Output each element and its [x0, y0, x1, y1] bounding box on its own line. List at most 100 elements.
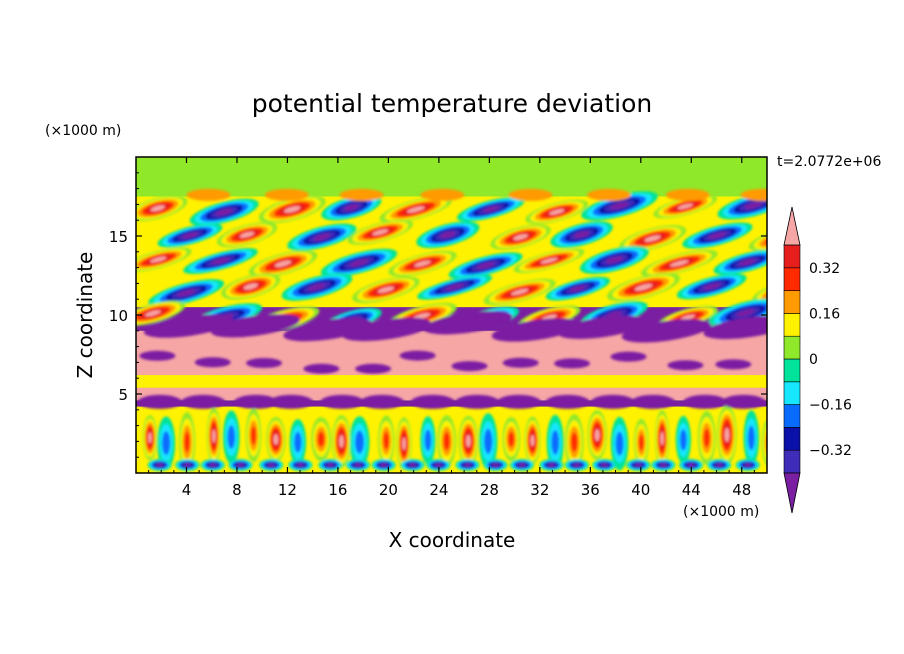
contour-blob: [570, 285, 586, 292]
colorbar-segment: [783, 267, 801, 291]
contour-blob: [184, 431, 190, 453]
contour-blob: [145, 310, 161, 317]
contour-blob: [736, 309, 755, 317]
y-tick-label: 5: [118, 386, 128, 404]
contour-blob: [669, 260, 689, 267]
contour-blob: [465, 434, 471, 448]
contour-blob: [677, 203, 694, 210]
y-tick-label: 15: [109, 228, 128, 246]
contour-blob: [211, 257, 230, 265]
contour-blob: [554, 358, 591, 369]
contour-blob: [715, 359, 752, 370]
colorbar-segment: [783, 427, 801, 451]
contour-blob: [186, 188, 231, 201]
contour-blob: [740, 188, 767, 201]
x-tick-label: 16: [328, 481, 347, 499]
contour-blob: [635, 463, 642, 467]
contour-blob: [355, 430, 364, 454]
contour-blob: [184, 463, 191, 467]
colorbar-extend-bottom: [783, 472, 801, 514]
contour-blob: [410, 394, 455, 409]
contour-blobs: [136, 169, 767, 472]
contour-blob: [638, 434, 644, 451]
colorbar-label: 0.16: [809, 306, 840, 322]
y-unit-label: (×1000 m): [45, 123, 121, 139]
contour-blob: [237, 463, 244, 467]
contour-blob: [667, 360, 704, 371]
contour-blob: [284, 206, 301, 213]
y-axis-label: Z coordinate: [73, 252, 97, 379]
contour-blob: [409, 463, 416, 467]
contour-blob: [510, 288, 529, 296]
contour-blob: [451, 361, 488, 372]
colorbar-segment: [783, 449, 801, 474]
colorbar-label: −0.16: [809, 398, 852, 414]
contour-blob: [209, 463, 216, 467]
contour-blob: [360, 394, 405, 409]
contour-blob: [744, 202, 762, 209]
contour-blob: [545, 394, 590, 409]
contour-blob: [590, 394, 635, 409]
contour-blob: [435, 463, 442, 467]
x-tick-label: 12: [278, 481, 297, 499]
contour-blob: [679, 429, 687, 451]
contour-blob: [703, 315, 767, 340]
contour-blob: [339, 188, 384, 201]
contour-blob: [606, 256, 623, 264]
contour-blob: [496, 394, 541, 409]
contour-blob: [243, 283, 258, 290]
contour-blob: [150, 256, 167, 263]
contour-blob: [377, 169, 438, 186]
y-axis: 5 10 15: [109, 172, 767, 458]
contour-blob: [606, 311, 623, 318]
contour-blob: [297, 463, 304, 467]
contour-blob: [296, 169, 357, 186]
contour-blob: [660, 463, 667, 467]
x-tick-label: 4: [182, 481, 192, 499]
contour-blob: [355, 363, 392, 374]
contour-blob: [464, 463, 471, 467]
colorbar: −0.32 −0.16 0 0.16 0.32: [783, 206, 852, 514]
contour-blob: [210, 314, 300, 338]
colorbar-segment: [783, 404, 801, 428]
contour-blob: [399, 350, 436, 361]
colorbar-label: −0.32: [809, 443, 852, 459]
colorbar-segment: [783, 381, 801, 405]
contour-blob: [424, 429, 432, 451]
contour-blob: [264, 188, 309, 201]
contour-blob: [177, 289, 196, 297]
contour-blob: [703, 283, 721, 290]
contour-blob: [484, 428, 493, 454]
contour-blob: [492, 463, 499, 467]
contour-blob: [697, 169, 758, 186]
contour-blob: [139, 350, 176, 361]
contour-blob: [423, 311, 513, 335]
contour-blob: [420, 188, 465, 201]
contour-blob: [181, 394, 226, 409]
contour-blob: [724, 427, 730, 443]
contour-blob: [508, 188, 553, 201]
contour-blob: [594, 429, 600, 442]
contour-blob: [317, 431, 325, 447]
contour-blob: [551, 430, 560, 455]
contour-blob: [739, 259, 756, 266]
contour-blob: [380, 463, 387, 467]
contour-blob: [548, 463, 555, 467]
contour-blob: [239, 231, 255, 238]
x-tick-label: 48: [732, 481, 751, 499]
contour-blob: [622, 169, 683, 186]
contour-blob: [615, 431, 624, 456]
contour-blob: [349, 259, 369, 267]
contour-blob: [574, 231, 590, 238]
contour-blob: [194, 357, 231, 368]
contour-blob: [549, 209, 565, 215]
contour-blob: [688, 463, 694, 467]
x-tick-label: 24: [429, 481, 448, 499]
colorbar-label: 0: [809, 352, 818, 368]
contour-blob: [320, 394, 365, 409]
contour-blob: [143, 314, 234, 338]
contour-blob: [610, 351, 647, 362]
contour-blob: [680, 314, 696, 321]
contour-blob: [227, 425, 236, 449]
